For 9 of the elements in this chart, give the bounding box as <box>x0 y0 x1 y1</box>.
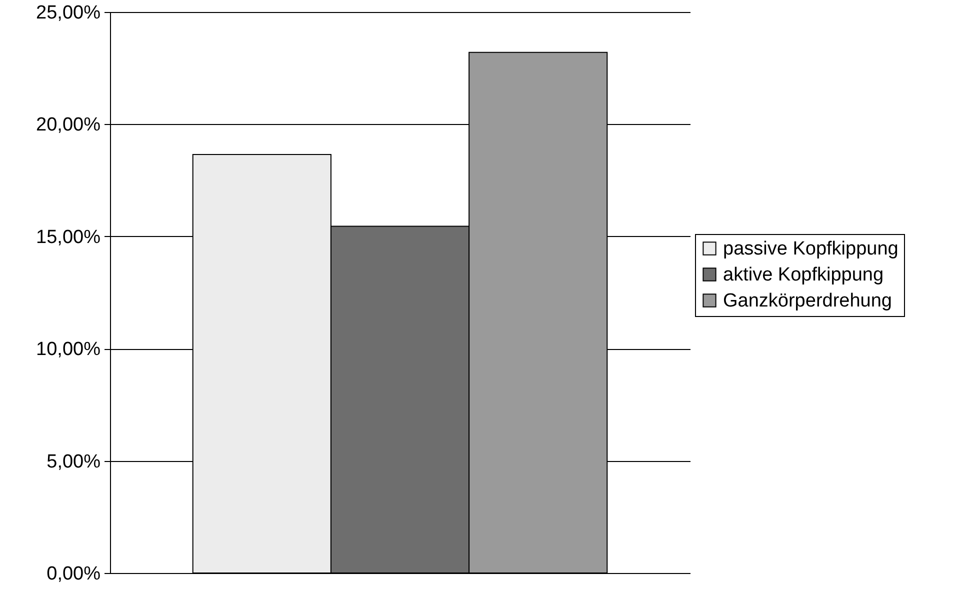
y-tick-label: 15,00% <box>36 226 101 248</box>
legend-label: passive Kopfkippung <box>723 238 898 260</box>
y-tick-label: 10,00% <box>36 339 101 360</box>
legend-label: aktive Kopfkippung <box>723 264 884 286</box>
y-tick-label: 0,00% <box>46 564 101 584</box>
legend-label: Ganzkörperdrehung <box>723 290 892 312</box>
y-tick-label: 25,00% <box>36 2 101 24</box>
y-tick-label: 5,00% <box>46 451 101 472</box>
y-tick-label: 20,00% <box>36 114 101 136</box>
